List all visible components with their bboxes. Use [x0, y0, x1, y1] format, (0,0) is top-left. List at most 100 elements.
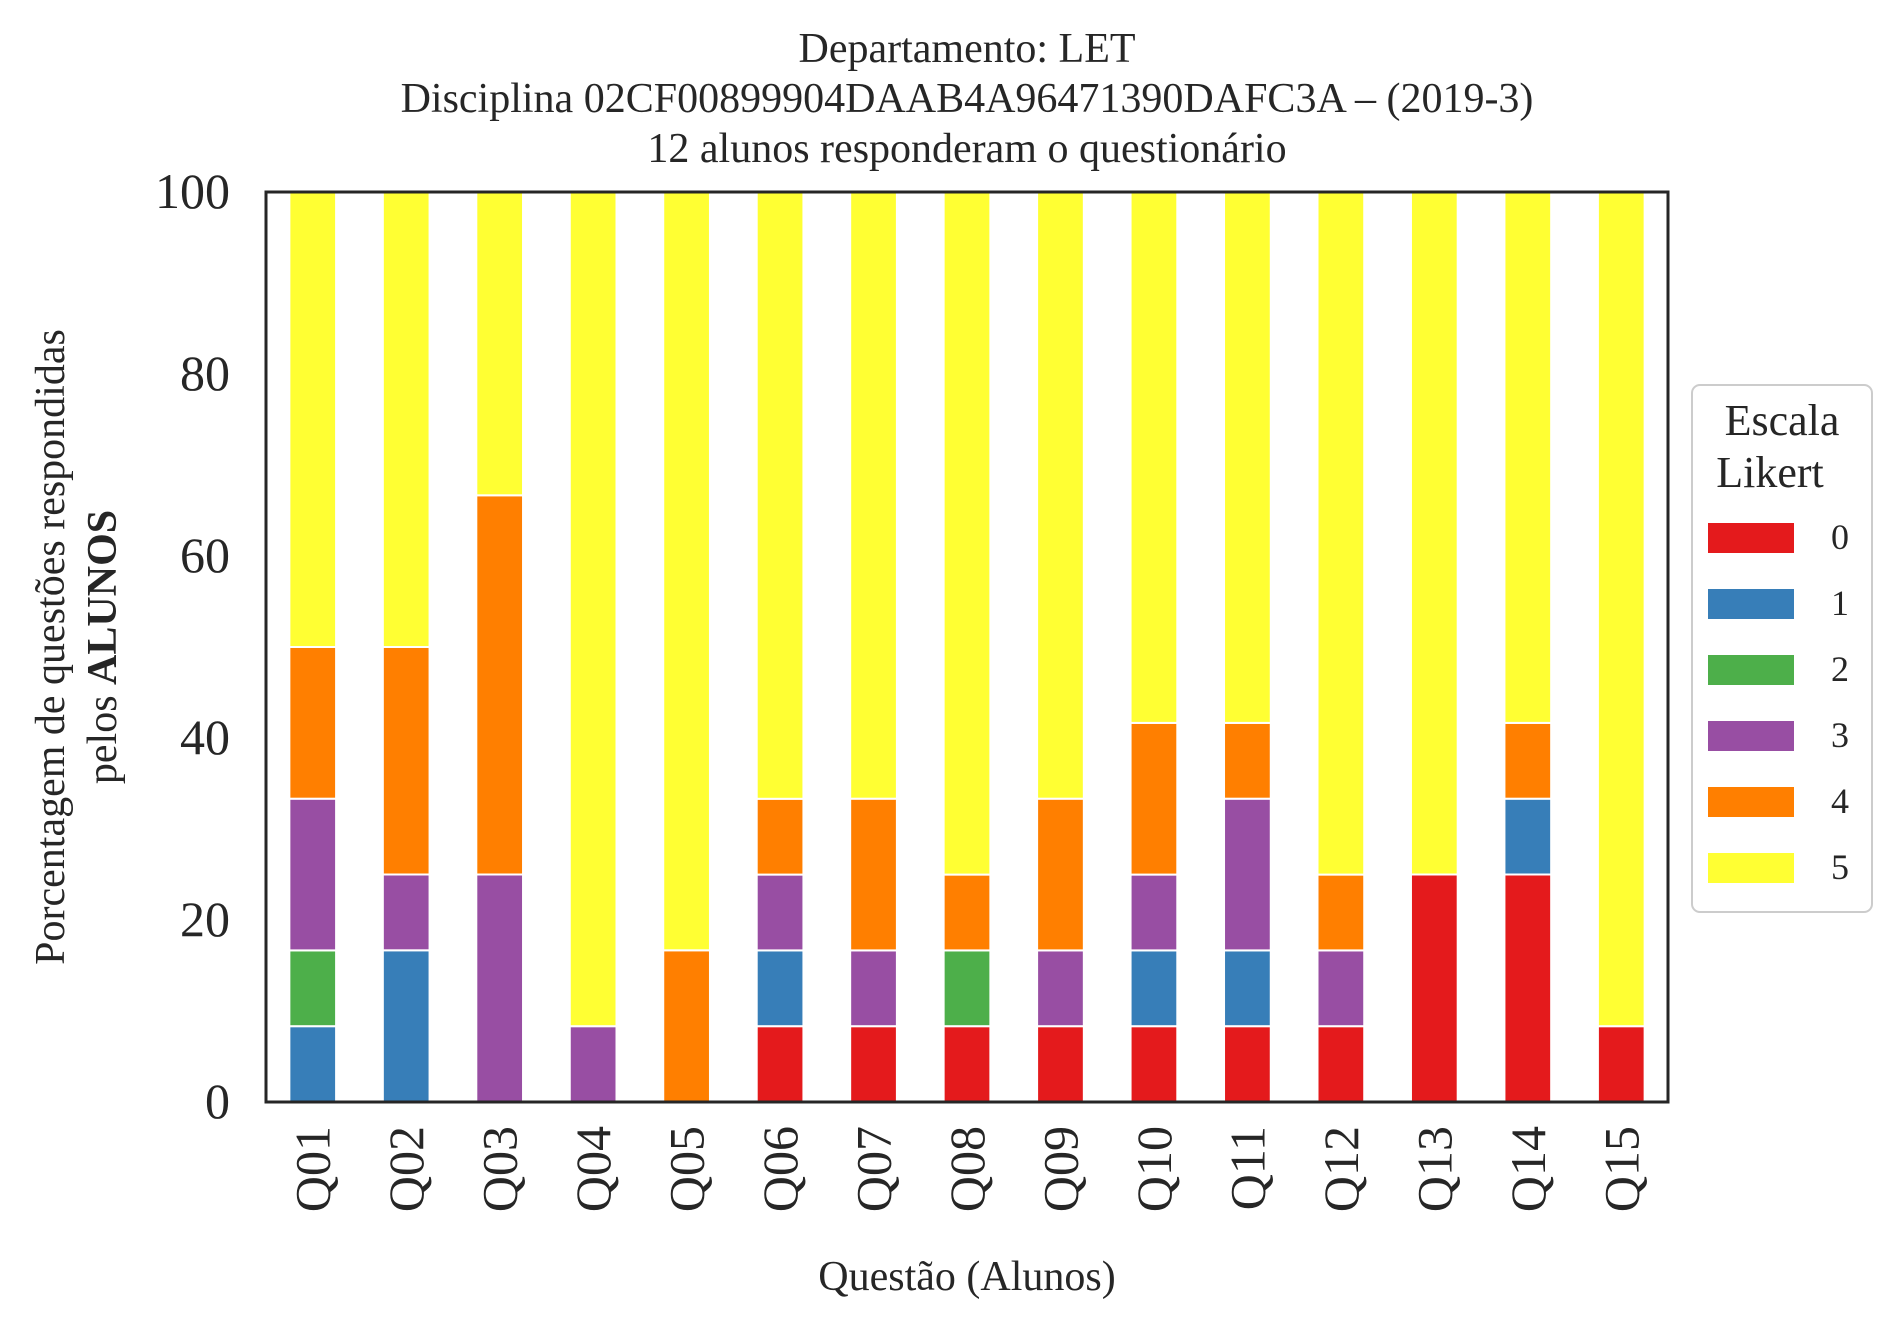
bar-segment-Q09-likert-0 — [1036, 1025, 1085, 1104]
bar-segment-Q04-likert-3 — [568, 1025, 618, 1104]
bar-segment-Q13-likert-0 — [1409, 873, 1459, 1103]
title-line-2: Disciplina 02CF00899904DAAB4A96471390DAF… — [401, 76, 1534, 122]
title-line-1: Departamento: LET — [798, 26, 1135, 72]
bar-segment-Q07-likert-4 — [849, 797, 898, 952]
bar-segment-Q08-likert-4 — [942, 873, 992, 952]
x-tick-label-Q03: Q03 — [472, 1126, 528, 1212]
x-tick-label-Q09: Q09 — [1032, 1126, 1088, 1212]
bar-segment-Q02-likert-5 — [381, 191, 431, 648]
bar-segment-Q06-likert-5 — [755, 191, 805, 800]
bar-segment-Q06-likert-0 — [755, 1025, 805, 1104]
legend-title-line-1: Escala — [1725, 396, 1840, 445]
bar-segment-Q14-likert-0 — [1503, 873, 1553, 1103]
bar-segment-Q12-likert-4 — [1316, 873, 1366, 952]
x-tick-label-Q07: Q07 — [846, 1126, 902, 1212]
bar-segment-Q11-likert-4 — [1223, 721, 1272, 800]
x-axis-ticks: Q01 Q02 Q03 Q04 Q05 Q06 Q07 Q08 Q09 Q10 Q11 Q12 Q13 Q… — [285, 1126, 1650, 1212]
bar-segment-Q10-likert-0 — [1129, 1025, 1179, 1104]
bar-segment-Q09-likert-5 — [1036, 191, 1085, 800]
y-axis-label-line-1: Porcentagem de questões respondidas — [28, 329, 74, 965]
bar-segment-Q01-likert-3 — [288, 797, 338, 952]
bar-segment-Q08-likert-5 — [942, 191, 992, 876]
x-tick-label-Q05: Q05 — [659, 1126, 715, 1212]
legend: Escala Likert 0 1 2 3 4 5 — [1691, 384, 1873, 913]
bar-segment-Q03-likert-3 — [475, 873, 525, 1103]
bar-segment-Q01-likert-5 — [288, 191, 338, 648]
legend-swatch-5 — [1708, 853, 1794, 883]
bar-segment-Q04-likert-5 — [568, 191, 618, 1028]
bar-segment-Q03-likert-4 — [475, 494, 525, 876]
x-tick-label-Q14: Q14 — [1500, 1126, 1556, 1212]
bar-segment-Q09-likert-3 — [1036, 949, 1085, 1028]
bar-segment-Q07-likert-3 — [849, 949, 898, 1028]
x-tick-label-Q11: Q11 — [1219, 1126, 1275, 1210]
bar-segment-Q10-likert-3 — [1129, 873, 1179, 952]
y-tick-label-0: 0 — [205, 1073, 230, 1129]
y-axis-label-bold: ALUNOS — [80, 510, 126, 685]
bar-segment-Q02-likert-4 — [381, 646, 431, 876]
bar-segment-Q03-likert-5 — [475, 191, 525, 497]
legend-box — [1691, 384, 1873, 913]
plot-frame — [264, 190, 1670, 1104]
bar-segment-Q15-likert-0 — [1596, 1025, 1646, 1104]
bar-segment-Q11-likert-5 — [1223, 191, 1272, 724]
legend-label-5: 5 — [1831, 847, 1849, 887]
chart-title: Departamento: LET Disciplina 02CF0089990… — [401, 26, 1534, 172]
y-axis-label-prefix: pelos — [80, 685, 126, 784]
y-axis-ticks: 0 20 40 60 80 100 — [155, 163, 230, 1129]
x-tick-label-Q06: Q06 — [752, 1126, 808, 1212]
x-tick-label-Q08: Q08 — [939, 1126, 995, 1212]
bar-segment-Q02-likert-3 — [381, 873, 431, 952]
bar-segment-Q06-likert-1 — [755, 949, 805, 1028]
bar-segment-Q01-likert-2 — [288, 949, 338, 1028]
y-tick-label-20: 20 — [180, 891, 230, 947]
y-tick-label-40: 40 — [180, 709, 230, 765]
legend-label-1: 1 — [1831, 583, 1849, 623]
y-tick-label-80: 80 — [180, 345, 230, 401]
bar-segment-Q09-likert-4 — [1036, 797, 1085, 952]
x-tick-label-Q04: Q04 — [565, 1126, 621, 1212]
bar-segment-Q12-likert-3 — [1316, 949, 1366, 1028]
x-axis-label: Questão (Alunos) — [818, 1254, 1115, 1300]
bar-segment-Q10-likert-1 — [1129, 949, 1179, 1028]
bar-segment-Q08-likert-2 — [942, 949, 992, 1028]
legend-items: 0 1 2 3 4 5 — [1708, 517, 1849, 887]
x-tick-label-Q01: Q01 — [285, 1126, 341, 1212]
bar-segment-Q06-likert-4 — [755, 797, 805, 876]
bar-segment-Q12-likert-5 — [1316, 191, 1366, 876]
bar-segment-Q01-likert-1 — [288, 1025, 338, 1104]
bar-segment-Q07-likert-5 — [849, 191, 898, 800]
bar-segment-Q12-likert-0 — [1316, 1025, 1366, 1104]
x-tick-label-Q10: Q10 — [1126, 1126, 1182, 1212]
y-axis-label: Porcentagem de questões respondidas pelo… — [28, 329, 126, 965]
x-tick-label-Q15: Q15 — [1593, 1126, 1649, 1212]
legend-swatch-2 — [1708, 655, 1794, 685]
legend-label-4: 4 — [1831, 781, 1849, 821]
bar-segment-Q14-likert-4 — [1503, 721, 1553, 800]
x-tick-label-Q02: Q02 — [378, 1126, 434, 1212]
legend-swatch-3 — [1708, 721, 1794, 751]
bar-segment-Q13-likert-5 — [1409, 191, 1459, 876]
bar-segment-Q05-likert-4 — [662, 949, 711, 1103]
bar-segment-Q11-likert-3 — [1223, 797, 1272, 952]
bar-segment-Q15-likert-5 — [1596, 191, 1646, 1028]
bar-segment-Q10-likert-4 — [1129, 721, 1179, 876]
legend-label-2: 2 — [1831, 649, 1849, 689]
bar-segment-Q11-likert-1 — [1223, 949, 1272, 1028]
legend-label-3: 3 — [1831, 715, 1849, 755]
bar-segment-Q11-likert-0 — [1223, 1025, 1272, 1104]
bar-segment-Q05-likert-5 — [662, 191, 711, 952]
bar-segment-Q14-likert-5 — [1503, 191, 1553, 724]
legend-swatch-4 — [1708, 787, 1794, 817]
legend-label-0: 0 — [1831, 517, 1849, 557]
x-tick-label-Q13: Q13 — [1406, 1126, 1462, 1212]
legend-swatch-1 — [1708, 589, 1794, 619]
bar-segment-Q01-likert-4 — [288, 646, 338, 800]
bar-segment-Q14-likert-1 — [1503, 797, 1553, 876]
legend-swatch-0 — [1708, 523, 1794, 553]
bar-segment-Q07-likert-0 — [849, 1025, 898, 1104]
bar-segment-Q08-likert-0 — [942, 1025, 992, 1104]
bars-group — [288, 191, 1646, 1104]
